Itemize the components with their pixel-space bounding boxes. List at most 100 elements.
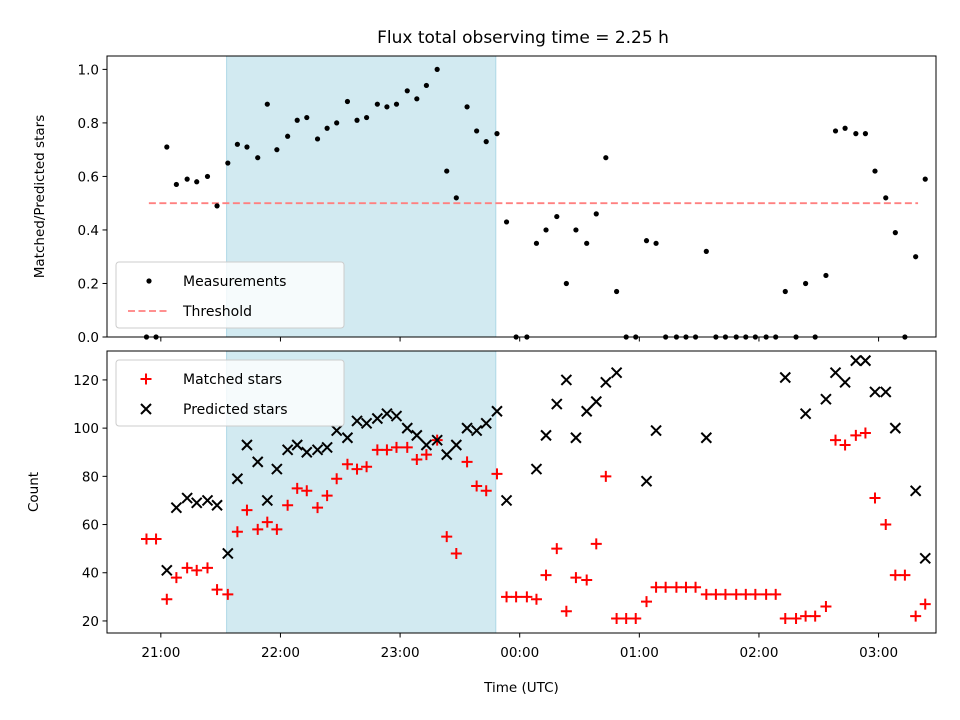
data-point	[880, 386, 892, 398]
data-point	[420, 449, 432, 461]
legend-box	[115, 359, 345, 427]
y-tick-label: 100	[73, 421, 99, 437]
legend-label: Matched stars	[183, 372, 282, 388]
data-point	[800, 610, 812, 622]
data-point	[191, 564, 203, 576]
y-tick-label: 0.2	[78, 276, 99, 292]
legend: Matched stars Predicted stars	[115, 359, 345, 427]
data-point	[500, 494, 513, 507]
legend-marker-measurements	[146, 278, 152, 284]
data-point	[150, 533, 162, 545]
data-point	[551, 543, 563, 555]
data-point	[869, 386, 881, 398]
data-point	[749, 588, 761, 600]
data-point	[371, 444, 383, 456]
data-point	[453, 195, 459, 201]
x-tick-label: 03:00	[859, 645, 898, 661]
data-point	[790, 613, 802, 625]
data-point	[853, 131, 859, 137]
data-point	[393, 101, 400, 107]
data-point	[420, 439, 433, 451]
ratio-panel: 0.0 0.2 0.4 0.6 0.8 1.0 Matched/Predicted star…	[32, 55, 937, 346]
data-point	[184, 176, 190, 182]
data-point	[563, 280, 569, 287]
data-point	[301, 446, 313, 458]
data-point	[291, 439, 303, 451]
data-point	[859, 354, 872, 367]
data-point	[892, 230, 898, 236]
data-point	[390, 410, 403, 422]
y-tick-label: 60	[82, 518, 99, 534]
legend: Measurements Threshold	[115, 261, 345, 329]
data-point	[480, 485, 492, 497]
data-point	[670, 581, 682, 593]
data-point	[690, 581, 702, 593]
data-point	[444, 168, 450, 174]
data-point	[913, 254, 919, 260]
data-point	[862, 131, 869, 137]
data-point	[889, 569, 901, 581]
data-point	[580, 405, 593, 417]
data-point	[839, 439, 851, 451]
y-tick-label: 20	[82, 614, 99, 630]
data-point	[600, 470, 612, 482]
data-point	[161, 593, 173, 605]
series-predicted-stars	[161, 354, 931, 577]
legend-box	[115, 261, 345, 329]
y-tick-label: 0.0	[78, 330, 99, 346]
data-point	[411, 453, 423, 465]
data-point	[314, 136, 321, 142]
data-point	[581, 574, 593, 586]
y-axis-label: Count	[26, 472, 42, 512]
data-point	[899, 569, 911, 581]
data-point	[441, 448, 453, 461]
data-point	[573, 227, 579, 233]
data-point	[291, 482, 303, 494]
axes-frame	[106, 55, 937, 338]
data-point	[371, 412, 384, 425]
data-point	[850, 354, 862, 367]
legend-marker-predicted	[140, 403, 152, 415]
data-point	[341, 432, 354, 444]
data-point	[450, 439, 463, 451]
data-point	[799, 407, 812, 420]
data-point	[501, 591, 513, 603]
legend-label: Predicted stars	[183, 402, 288, 418]
data-point	[889, 422, 902, 434]
data-point	[304, 114, 310, 121]
data-point	[820, 600, 832, 612]
data-point	[464, 104, 470, 110]
data-point	[211, 499, 223, 511]
data-point	[760, 588, 772, 600]
data-point	[252, 456, 264, 468]
data-point	[384, 104, 390, 110]
data-point	[680, 581, 692, 593]
data-point	[660, 581, 672, 593]
data-point	[620, 613, 632, 625]
data-point	[540, 569, 552, 581]
data-point	[640, 475, 653, 487]
data-point	[521, 591, 533, 603]
data-point	[880, 519, 892, 531]
legend-label: Measurements	[183, 274, 286, 290]
data-point	[483, 139, 489, 145]
data-point	[244, 144, 250, 150]
data-point	[643, 238, 650, 244]
data-point	[231, 473, 244, 485]
data-point	[829, 366, 842, 379]
y-tick-label: 0.8	[78, 116, 99, 132]
data-point	[540, 429, 552, 442]
data-point	[560, 605, 572, 617]
data-point	[610, 366, 623, 379]
data-point	[411, 429, 423, 442]
data-point	[261, 494, 274, 507]
data-point	[491, 405, 503, 417]
data-point	[842, 125, 848, 131]
data-point	[730, 588, 742, 600]
data-point	[869, 492, 881, 504]
axes-frame	[106, 350, 937, 634]
data-point	[434, 66, 440, 72]
data-point	[703, 248, 709, 254]
data-point	[820, 393, 832, 405]
data-point	[321, 490, 333, 502]
